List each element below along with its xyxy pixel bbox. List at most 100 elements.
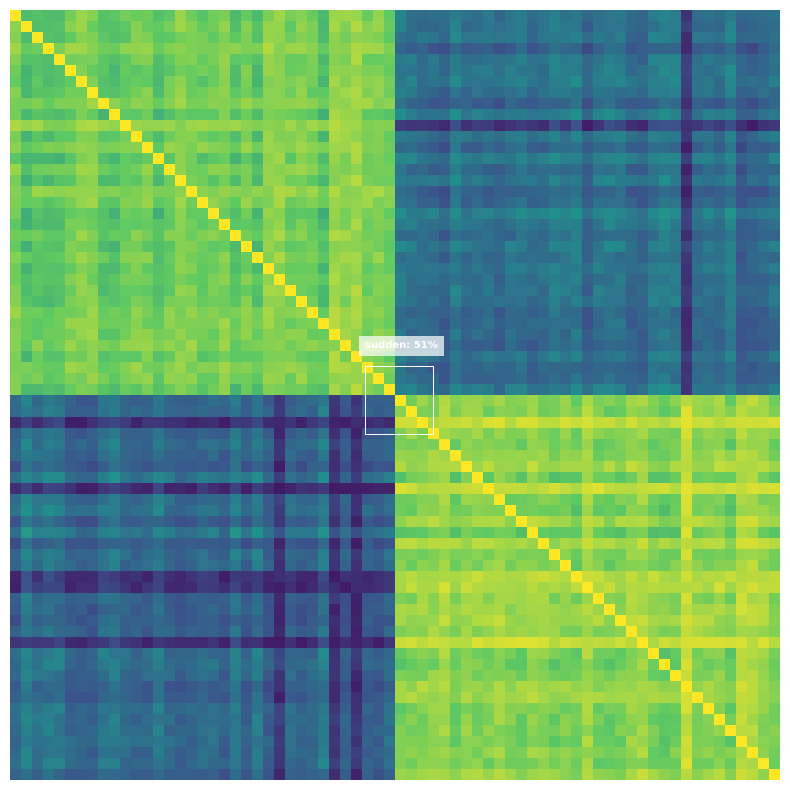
heatmap-cell: [98, 76, 110, 88]
heatmap-cell: [483, 692, 495, 704]
heatmap-cell: [21, 593, 33, 605]
heatmap-cell: [153, 373, 165, 385]
heatmap-cell: [637, 21, 649, 33]
heatmap-cell: [318, 395, 330, 407]
heatmap-cell: [626, 582, 638, 594]
heatmap-cell: [285, 252, 297, 264]
heatmap-cell: [758, 736, 770, 748]
heatmap-cell: [384, 571, 396, 583]
heatmap-cell: [725, 450, 737, 462]
heatmap-cell: [494, 76, 506, 88]
heatmap-cell: [516, 241, 528, 253]
heatmap-cell: [307, 120, 319, 132]
heatmap-cell: [527, 637, 539, 649]
heatmap-cell: [175, 648, 187, 660]
heatmap-cell: [208, 285, 220, 297]
heatmap-cell: [120, 406, 132, 418]
heatmap-cell: [362, 164, 374, 176]
heatmap-cell: [428, 692, 440, 704]
heatmap-cell: [318, 516, 330, 528]
heatmap-cell: [175, 65, 187, 77]
heatmap-cell: [120, 626, 132, 638]
heatmap-cell: [417, 10, 429, 22]
heatmap-cell: [318, 560, 330, 572]
heatmap-cell: [571, 285, 583, 297]
heatmap-cell: [76, 307, 88, 319]
heatmap-cell: [527, 373, 539, 385]
heatmap-cell: [208, 87, 220, 99]
heatmap-cell: [560, 659, 572, 671]
heatmap-cell: [186, 527, 198, 539]
heatmap-cell: [538, 373, 550, 385]
heatmap-cell: [604, 76, 616, 88]
heatmap-cell: [219, 65, 231, 77]
heatmap-cell: [230, 164, 242, 176]
heatmap-cell: [714, 197, 726, 209]
heatmap-cell: [362, 21, 374, 33]
heatmap-cell: [109, 769, 121, 780]
heatmap-cell: [725, 692, 737, 704]
heatmap-cell: [560, 395, 572, 407]
heatmap-cell: [769, 208, 780, 220]
heatmap-cell: [307, 428, 319, 440]
heatmap-cell: [274, 285, 286, 297]
heatmap-cell: [76, 87, 88, 99]
heatmap-cell: [32, 384, 44, 396]
heatmap-cell: [65, 43, 77, 55]
heatmap-cell: [384, 208, 396, 220]
heatmap-cell: [626, 681, 638, 693]
heatmap-cell: [593, 164, 605, 176]
heatmap-cell: [593, 725, 605, 737]
heatmap-cell: [725, 604, 737, 616]
heatmap-cell: [758, 296, 770, 308]
heatmap-cell: [692, 65, 704, 77]
heatmap-cell: [505, 703, 517, 715]
heatmap-cell: [450, 285, 462, 297]
heatmap-cell: [494, 241, 506, 253]
heatmap-cell: [571, 241, 583, 253]
heatmap-cell: [692, 527, 704, 539]
heatmap-cell: [351, 571, 363, 583]
heatmap-cell: [208, 54, 220, 66]
heatmap-cell: [131, 241, 143, 253]
heatmap-cell: [714, 395, 726, 407]
heatmap-cell: [252, 648, 264, 660]
heatmap-cell: [659, 329, 671, 341]
heatmap-cell: [219, 351, 231, 363]
heatmap-cell: [659, 164, 671, 176]
heatmap-cell: [186, 274, 198, 286]
heatmap-cell: [153, 109, 165, 121]
heatmap-cell: [439, 142, 451, 154]
heatmap-cell: [274, 263, 286, 275]
heatmap-cell: [373, 10, 385, 22]
heatmap-cell: [120, 153, 132, 165]
heatmap-cell: [32, 747, 44, 759]
heatmap-cell: [285, 527, 297, 539]
heatmap-cell: [538, 681, 550, 693]
heatmap-cell: [296, 604, 308, 616]
heatmap-cell: [472, 439, 484, 451]
heatmap-cell: [428, 593, 440, 605]
heatmap-cell: [32, 131, 44, 143]
heatmap-cell: [516, 593, 528, 605]
heatmap-cell: [758, 604, 770, 616]
heatmap-cell: [263, 450, 275, 462]
heatmap-cell: [186, 560, 198, 572]
heatmap-cell: [296, 747, 308, 759]
heatmap-cell: [384, 648, 396, 660]
heatmap-cell: [241, 384, 253, 396]
heatmap-cell: [98, 351, 110, 363]
heatmap-cell: [76, 703, 88, 715]
heatmap-cell: [219, 406, 231, 418]
heatmap-cell: [560, 307, 572, 319]
heatmap-cell: [703, 769, 715, 780]
heatmap-cell: [241, 54, 253, 66]
heatmap-cell: [604, 186, 616, 198]
heatmap-cell: [769, 428, 780, 440]
heatmap-cell: [505, 296, 517, 308]
heatmap-cell: [747, 54, 759, 66]
heatmap-cell: [318, 461, 330, 473]
heatmap-cell: [417, 516, 429, 528]
heatmap-cell: [153, 153, 165, 165]
heatmap-cell: [659, 54, 671, 66]
